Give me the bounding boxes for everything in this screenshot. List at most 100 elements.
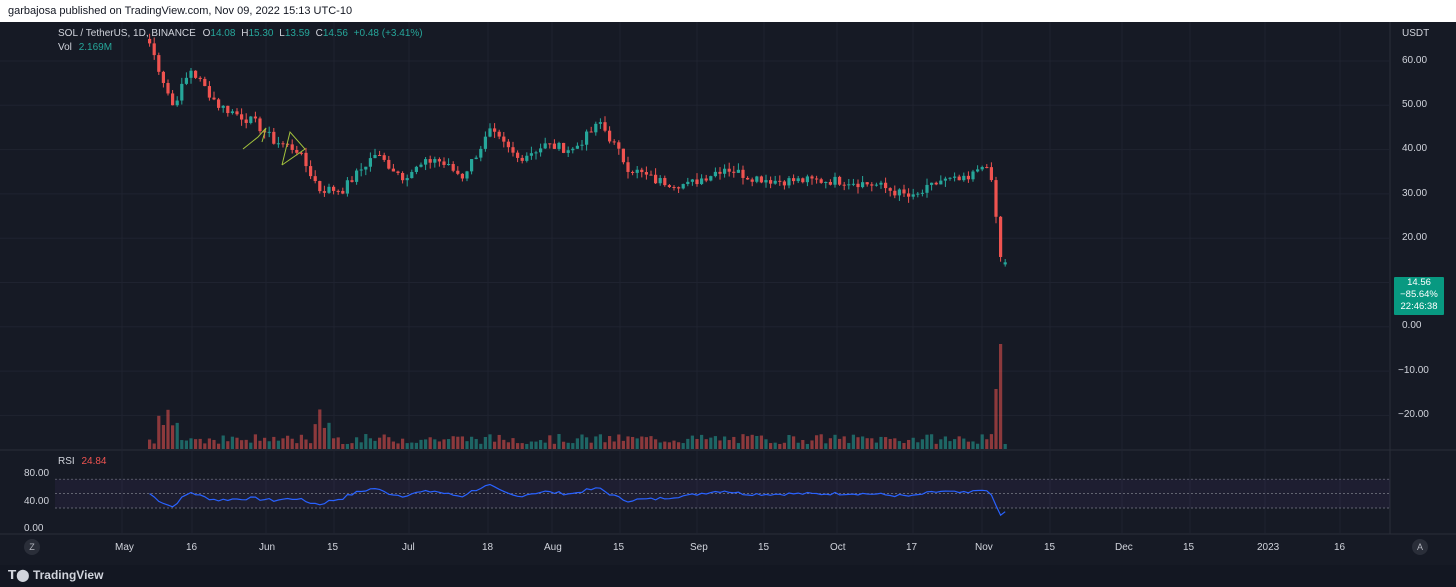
candle-body (851, 183, 855, 185)
time-tick: 17 (906, 542, 918, 553)
volume-bar (253, 434, 257, 449)
auto-scale-button[interactable]: A (1412, 539, 1428, 555)
volume-bar (267, 441, 271, 449)
chart-canvas[interactable] (0, 22, 1456, 565)
volume-bar (171, 425, 175, 449)
candle-body (198, 77, 202, 79)
candle-body (322, 191, 326, 193)
rsi-legend[interactable]: RSI 24.84 (58, 456, 106, 467)
candle-body (838, 176, 842, 185)
candle-body (663, 178, 667, 186)
volume-bar (552, 443, 556, 449)
volume-bar (994, 389, 998, 449)
open-value: 14.08 (210, 28, 236, 39)
zoom-reset-button[interactable]: Z (24, 539, 40, 555)
time-tick: Oct (830, 542, 846, 553)
candle-body (442, 161, 446, 165)
candle-body (249, 116, 253, 123)
volume-bar (824, 443, 828, 449)
candle-body (874, 184, 878, 186)
volume-bar (907, 439, 911, 449)
volume-bar (700, 434, 704, 449)
candle-body (640, 169, 644, 173)
candle-body (608, 130, 612, 142)
candle-body (769, 180, 773, 184)
volume-bar (649, 436, 653, 449)
time-tick: 15 (613, 542, 625, 553)
volume-bar (235, 437, 239, 449)
volume-bar (976, 443, 980, 449)
candle-body (930, 182, 934, 185)
candle-body (148, 38, 152, 44)
candle-body (414, 166, 418, 172)
candle-body (387, 159, 391, 169)
volume-bar (594, 436, 598, 449)
candle-body (727, 168, 731, 172)
volume-bar (801, 440, 805, 449)
volume-bar (276, 440, 280, 449)
candle-body (506, 141, 510, 148)
candle-body (847, 184, 851, 186)
volume-bar (828, 438, 832, 449)
volume-bar (152, 443, 156, 449)
tradingview-logo[interactable]: 𝗧⬤ TradingView (8, 568, 103, 582)
candle-body (962, 175, 966, 181)
badge-countdown: 22:46:38 (1400, 301, 1438, 312)
volume-bar (681, 443, 685, 449)
candle-body (796, 178, 800, 182)
volume-bar (433, 439, 437, 449)
chart-area[interactable]: SOL / TetherUS, 1D, BINANCE O14.08 H15.3… (0, 22, 1456, 565)
candle-body (594, 123, 598, 133)
volume-bar (479, 443, 483, 449)
candle-body (465, 171, 469, 179)
volume-bar (810, 440, 814, 449)
volume-bar (585, 437, 589, 449)
volume-bar (382, 434, 386, 449)
candle-body (621, 148, 625, 163)
volume-bar (851, 434, 855, 449)
candle-body (534, 152, 538, 154)
candle-body (934, 182, 938, 185)
price-unit: USDT (1402, 28, 1430, 39)
volume-bar (378, 437, 382, 449)
candle-body (281, 143, 285, 145)
candle-body (704, 178, 708, 181)
publish-header: garbajosa published on TradingView.com, … (0, 0, 1456, 22)
symbol-legend[interactable]: SOL / TetherUS, 1D, BINANCE O14.08 H15.3… (58, 28, 423, 39)
candle-body (589, 131, 593, 133)
candle-body (907, 193, 911, 197)
candle-body (948, 177, 952, 179)
volume-legend[interactable]: Vol 2.169M (58, 42, 112, 53)
volume-bar (727, 440, 731, 449)
volume-bar (838, 438, 842, 449)
volume-bar (842, 436, 846, 449)
time-tick: 15 (758, 542, 770, 553)
candle-body (824, 181, 828, 183)
volume-bar (474, 439, 478, 449)
time-tick: 15 (1183, 542, 1195, 553)
volume-bar (437, 441, 441, 449)
volume-bar (635, 438, 639, 449)
volume-bar (989, 434, 993, 449)
candle-body (184, 77, 188, 84)
volume-bar (980, 434, 984, 449)
time-tick: Jun (259, 542, 276, 553)
candle-body (939, 180, 943, 185)
candle-body (631, 171, 635, 173)
price-tick: 40.00 (1402, 143, 1428, 154)
candle-body (382, 155, 386, 160)
price-tick: −20.00 (1398, 409, 1429, 420)
volume-bar (640, 436, 644, 449)
volume-bar (506, 442, 510, 449)
rsi-line (149, 483, 1006, 517)
candle-body (985, 167, 989, 169)
volume-bar (539, 440, 543, 449)
candle-body (543, 143, 547, 149)
time-tick: Dec (1115, 542, 1133, 553)
volume-bar (934, 443, 938, 449)
volume-bar (203, 443, 207, 449)
volume-bar (359, 442, 363, 449)
price-tick: 60.00 (1402, 55, 1428, 66)
candle-body (810, 176, 814, 179)
candle-body (309, 166, 313, 177)
